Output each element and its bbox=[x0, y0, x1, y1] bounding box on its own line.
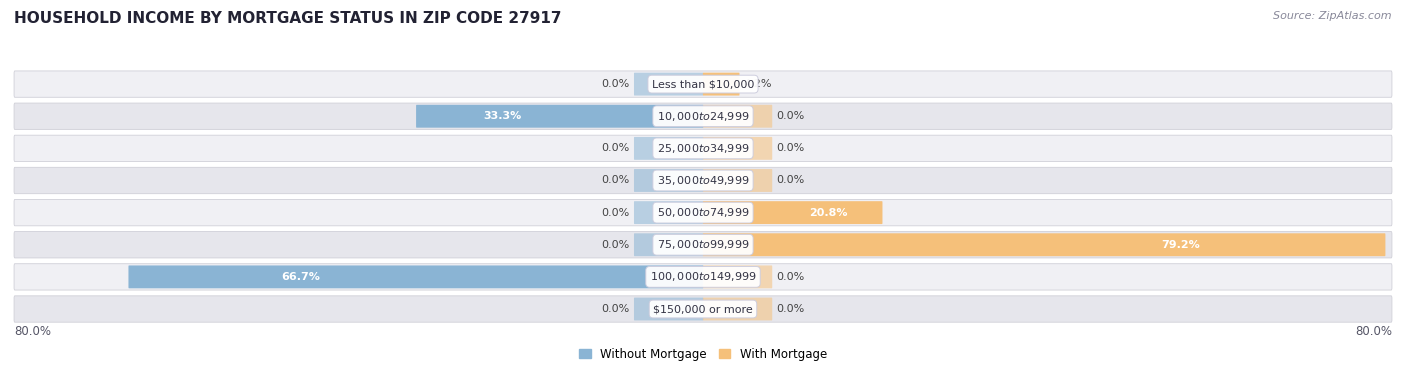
FancyBboxPatch shape bbox=[703, 201, 883, 224]
FancyBboxPatch shape bbox=[703, 169, 772, 192]
FancyBboxPatch shape bbox=[703, 297, 772, 321]
FancyBboxPatch shape bbox=[634, 233, 703, 256]
FancyBboxPatch shape bbox=[703, 137, 772, 160]
Text: 0.0%: 0.0% bbox=[776, 272, 804, 282]
Text: 0.0%: 0.0% bbox=[776, 111, 804, 121]
FancyBboxPatch shape bbox=[634, 73, 703, 96]
FancyBboxPatch shape bbox=[703, 105, 772, 128]
Legend: Without Mortgage, With Mortgage: Without Mortgage, With Mortgage bbox=[574, 343, 832, 366]
Text: 0.0%: 0.0% bbox=[602, 240, 630, 250]
Text: $75,000 to $99,999: $75,000 to $99,999 bbox=[657, 238, 749, 251]
Text: 0.0%: 0.0% bbox=[602, 208, 630, 218]
Text: $10,000 to $24,999: $10,000 to $24,999 bbox=[657, 110, 749, 123]
Text: 0.0%: 0.0% bbox=[602, 79, 630, 89]
Text: 0.0%: 0.0% bbox=[602, 304, 630, 314]
Text: $50,000 to $74,999: $50,000 to $74,999 bbox=[657, 206, 749, 219]
FancyBboxPatch shape bbox=[703, 73, 740, 96]
Text: 33.3%: 33.3% bbox=[484, 111, 522, 121]
FancyBboxPatch shape bbox=[416, 105, 703, 128]
FancyBboxPatch shape bbox=[14, 71, 1392, 97]
Text: 0.0%: 0.0% bbox=[602, 143, 630, 153]
FancyBboxPatch shape bbox=[634, 137, 703, 160]
Text: 0.0%: 0.0% bbox=[776, 304, 804, 314]
Text: 0.0%: 0.0% bbox=[776, 175, 804, 186]
FancyBboxPatch shape bbox=[14, 135, 1392, 161]
Text: 0.0%: 0.0% bbox=[776, 143, 804, 153]
Text: 80.0%: 80.0% bbox=[14, 325, 51, 338]
FancyBboxPatch shape bbox=[14, 167, 1392, 194]
Text: 79.2%: 79.2% bbox=[1161, 240, 1199, 250]
Text: $150,000 or more: $150,000 or more bbox=[654, 304, 752, 314]
Text: HOUSEHOLD INCOME BY MORTGAGE STATUS IN ZIP CODE 27917: HOUSEHOLD INCOME BY MORTGAGE STATUS IN Z… bbox=[14, 11, 561, 26]
FancyBboxPatch shape bbox=[14, 264, 1392, 290]
Text: 4.2%: 4.2% bbox=[744, 79, 772, 89]
Text: 20.8%: 20.8% bbox=[808, 208, 848, 218]
Text: $25,000 to $34,999: $25,000 to $34,999 bbox=[657, 142, 749, 155]
Text: 0.0%: 0.0% bbox=[602, 175, 630, 186]
FancyBboxPatch shape bbox=[634, 169, 703, 192]
Text: Source: ZipAtlas.com: Source: ZipAtlas.com bbox=[1274, 11, 1392, 21]
FancyBboxPatch shape bbox=[14, 103, 1392, 129]
Text: $100,000 to $149,999: $100,000 to $149,999 bbox=[650, 270, 756, 284]
Text: Less than $10,000: Less than $10,000 bbox=[652, 79, 754, 89]
FancyBboxPatch shape bbox=[634, 297, 703, 321]
FancyBboxPatch shape bbox=[14, 232, 1392, 258]
FancyBboxPatch shape bbox=[128, 265, 703, 288]
FancyBboxPatch shape bbox=[14, 200, 1392, 226]
FancyBboxPatch shape bbox=[634, 201, 703, 224]
FancyBboxPatch shape bbox=[703, 233, 1385, 256]
FancyBboxPatch shape bbox=[14, 296, 1392, 322]
Text: 66.7%: 66.7% bbox=[281, 272, 321, 282]
Text: $35,000 to $49,999: $35,000 to $49,999 bbox=[657, 174, 749, 187]
Text: 80.0%: 80.0% bbox=[1355, 325, 1392, 338]
FancyBboxPatch shape bbox=[703, 265, 772, 288]
